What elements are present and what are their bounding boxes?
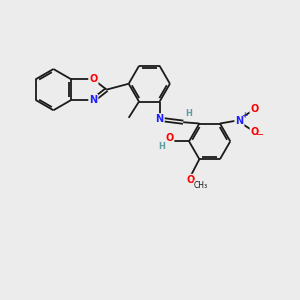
Text: N: N — [235, 116, 244, 126]
Text: O: O — [250, 104, 259, 114]
Text: N: N — [155, 114, 164, 124]
Text: O: O — [187, 175, 195, 185]
Text: CH₃: CH₃ — [194, 181, 208, 190]
Text: O: O — [165, 133, 173, 142]
Text: H: H — [185, 110, 192, 118]
Text: O: O — [89, 74, 98, 84]
Text: N: N — [89, 95, 98, 105]
Text: −: − — [256, 130, 264, 140]
Text: H: H — [158, 142, 165, 151]
Text: +: + — [242, 111, 248, 120]
Text: O: O — [250, 127, 259, 137]
